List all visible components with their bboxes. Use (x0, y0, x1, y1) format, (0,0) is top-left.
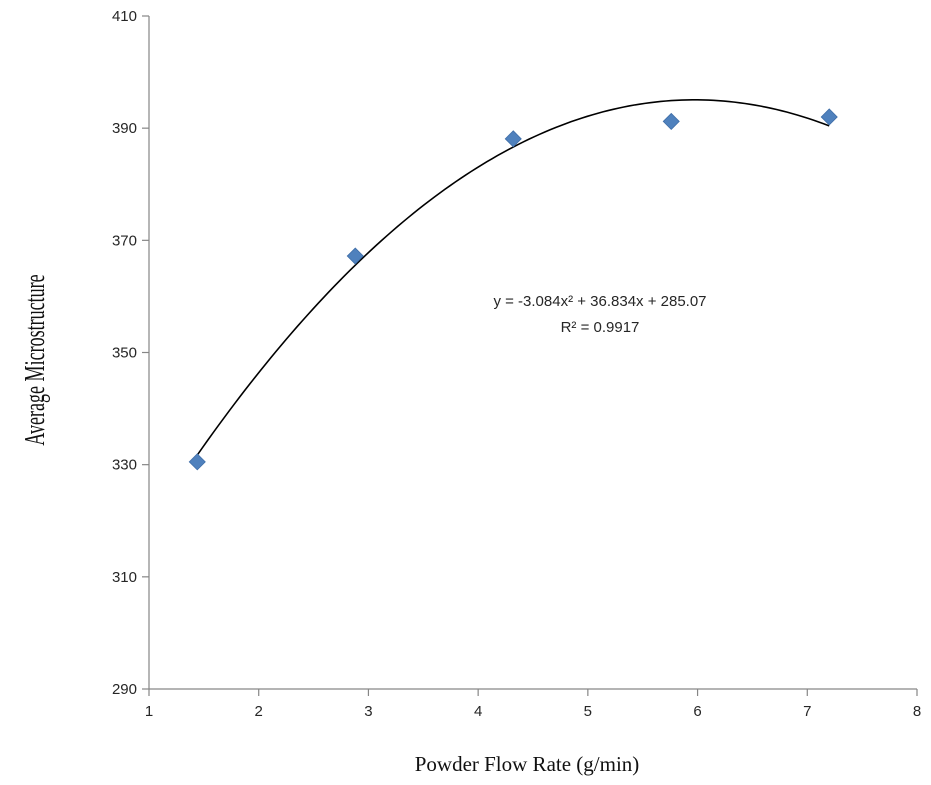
x-tick-label: 7 (803, 703, 811, 720)
data-point (188, 453, 206, 471)
trendline-group (196, 99, 830, 456)
trendline (196, 99, 830, 456)
x-tick-label: 1 (145, 703, 153, 720)
y-tick-label: 370 (112, 232, 137, 249)
trendline-equation: y = -3.084x² + 36.834x + 285.07 (493, 293, 706, 310)
x-tick-label: 8 (913, 703, 921, 720)
y-tick-label: 310 (112, 569, 137, 586)
data-point (820, 108, 838, 126)
x-tick-label: 6 (693, 703, 701, 720)
data-point (504, 130, 522, 148)
y-tick-label: 390 (112, 120, 137, 137)
y-tick-label: 410 (112, 8, 137, 25)
x-tick-label: 5 (584, 703, 592, 720)
x-tick-label: 4 (474, 703, 482, 720)
axes: 290 310 330 350 370 390 410 1 2 3 4 5 6 7 8 (112, 8, 921, 720)
y-tick-label: 290 (112, 681, 137, 698)
x-tick-label: 3 (364, 703, 372, 720)
y-axis-title: Average Microstructure (19, 274, 51, 445)
x-tick-label: 2 (255, 703, 263, 720)
x-axis-title: Powder Flow Rate (g/min) (415, 752, 640, 776)
trendline-r2: R² = 0.9917 (561, 319, 640, 336)
data-points (188, 108, 838, 471)
y-tick-label: 350 (112, 345, 137, 362)
data-point (662, 112, 680, 131)
y-tick-label: 330 (112, 457, 137, 474)
data-point (346, 247, 364, 265)
